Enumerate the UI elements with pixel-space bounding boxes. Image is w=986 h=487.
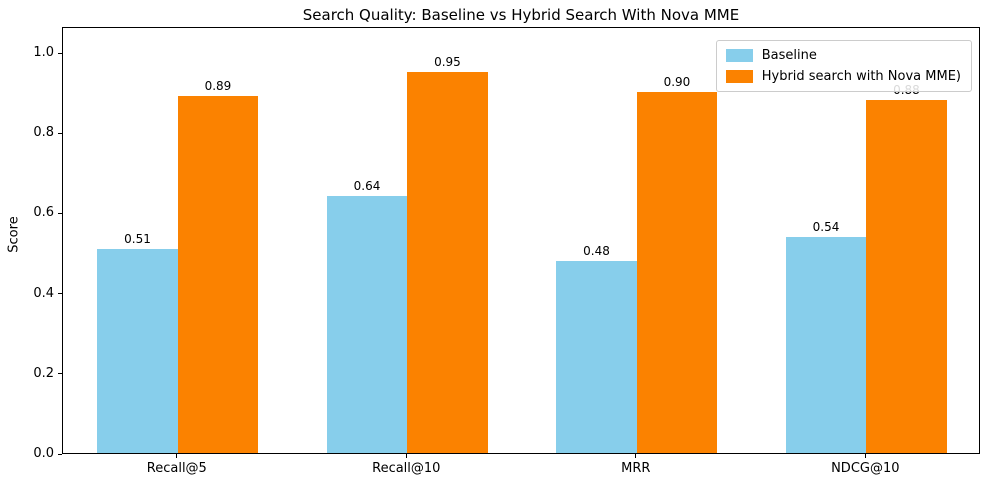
legend-swatch-hybrid xyxy=(725,70,753,83)
bar-value-label: 0.89 xyxy=(204,79,232,94)
x-tick-label-mrr: MRR xyxy=(621,461,651,476)
x-tick-mark xyxy=(635,454,637,458)
x-tick-mark xyxy=(405,454,407,458)
y-tick-label: 0.2 xyxy=(33,365,54,381)
y-tick-mark xyxy=(58,212,62,214)
legend: Baseline Hybrid search with Nova MME) xyxy=(715,40,972,92)
y-tick-label: 0.8 xyxy=(33,125,54,141)
bar-value-label: 0.54 xyxy=(812,219,840,234)
bar-value-label: 0.51 xyxy=(124,231,151,246)
legend-swatch-baseline xyxy=(725,49,753,62)
bar-hybrid-mrr xyxy=(636,92,718,453)
y-tick-mark xyxy=(58,373,62,375)
x-tick-label-recall@5: Recall@5 xyxy=(146,461,207,476)
bar-value-label: 0.95 xyxy=(434,55,461,70)
bar-value-label: 0.48 xyxy=(583,243,610,258)
y-axis-label: Score xyxy=(6,216,22,253)
y-tick-mark xyxy=(58,132,62,134)
y-tick-label: 0.6 xyxy=(33,205,54,221)
plot-area: 0.510.890.640.950.480.900.540.88 Baselin… xyxy=(62,27,980,454)
legend-label-hybrid: Hybrid search with Nova MME) xyxy=(761,69,961,84)
x-tick-label-recall@10: Recall@10 xyxy=(372,461,441,476)
bar-baseline-ndcg@10 xyxy=(785,236,867,453)
bar-baseline-recall@5 xyxy=(97,248,178,453)
y-tick-label: 0.4 xyxy=(33,285,54,301)
bar-hybrid-ndcg@10 xyxy=(866,100,947,453)
bar-baseline-mrr xyxy=(556,260,637,453)
bar-baseline-recall@10 xyxy=(326,196,408,453)
x-tick-mark xyxy=(176,454,178,458)
x-tick-label-ndcg@10: NDCG@10 xyxy=(831,461,900,476)
x-tick-mark xyxy=(864,454,866,458)
bar-hybrid-recall@10 xyxy=(407,72,488,453)
y-tick-label: 0.0 xyxy=(33,446,54,461)
legend-row-baseline: Baseline xyxy=(725,48,961,63)
legend-label-baseline: Baseline xyxy=(761,48,817,63)
bar-value-label: 0.90 xyxy=(663,75,691,90)
y-tick-label: 1.0 xyxy=(33,45,54,61)
y-tick-mark xyxy=(58,293,62,295)
legend-row-hybrid: Hybrid search with Nova MME) xyxy=(725,69,961,84)
chart-title: Search Quality: Baseline vs Hybrid Searc… xyxy=(302,6,740,24)
y-tick-mark xyxy=(58,52,62,54)
bar-hybrid-recall@5 xyxy=(177,96,259,453)
bar-value-label: 0.64 xyxy=(353,179,381,194)
y-tick-mark xyxy=(58,453,62,455)
